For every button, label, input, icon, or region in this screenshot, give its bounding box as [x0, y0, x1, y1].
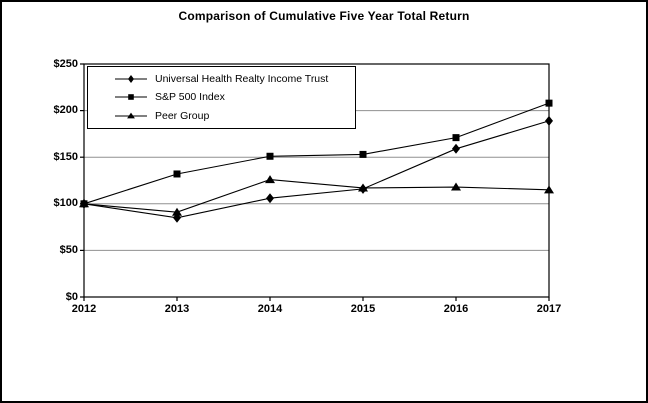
diamond-marker-icon	[545, 115, 553, 126]
plot-frame	[83, 63, 550, 298]
series-line	[83, 179, 550, 213]
legend-item: Universal Health Realty Income Trust	[114, 71, 351, 87]
triangle-marker-icon	[265, 175, 275, 184]
diamond-marker-icon	[266, 193, 274, 204]
square-marker-icon	[545, 99, 553, 107]
legend-item: S&P 500 Index	[114, 89, 351, 105]
legend-label: Universal Health Realty Income Trust	[155, 73, 329, 86]
square-marker-icon	[452, 134, 460, 142]
x-axis-tick-label: 2012	[71, 303, 97, 315]
triangle-marker-icon	[172, 207, 182, 216]
series-line	[83, 120, 550, 219]
diamond-marker-icon	[115, 75, 147, 84]
chart-title: Comparison of Cumulative Five Year Total…	[178, 9, 470, 23]
triangle-marker-icon	[544, 185, 554, 194]
legend-label: S&P 500 Index	[155, 91, 225, 104]
y-axis-tick-label: $0	[65, 290, 78, 303]
x-axis-tick-label: 2017	[536, 303, 562, 315]
y-axis-tick-label: $150	[53, 150, 78, 163]
x-axis-tick-label: 2016	[443, 303, 469, 315]
triangle-marker-icon	[358, 183, 368, 192]
x-axis-tick-label: 2013	[164, 303, 190, 315]
square-marker-icon	[266, 152, 274, 160]
x-axis-tick-label: 2014	[257, 303, 283, 315]
y-axis-tick-label: $50	[59, 243, 78, 256]
legend: Universal Health Realty Income Trust S&P …	[87, 66, 356, 129]
legend-item: Peer Group	[114, 108, 351, 124]
diamond-marker-icon	[452, 143, 460, 154]
triangle-marker-icon	[451, 182, 461, 191]
square-marker-icon	[173, 170, 181, 178]
legend-label: Peer Group	[155, 109, 210, 122]
square-marker-icon	[115, 94, 147, 101]
y-axis-tick-label: $250	[53, 57, 78, 70]
x-axis-tick-label: 2015	[350, 303, 376, 315]
y-axis-tick-label: $200	[53, 104, 78, 117]
square-marker-icon	[359, 150, 367, 158]
y-axis-tick-label: $100	[53, 197, 78, 210]
series-line	[83, 102, 550, 205]
triangle-marker-icon	[115, 112, 147, 119]
triangle-marker-icon	[79, 199, 89, 208]
